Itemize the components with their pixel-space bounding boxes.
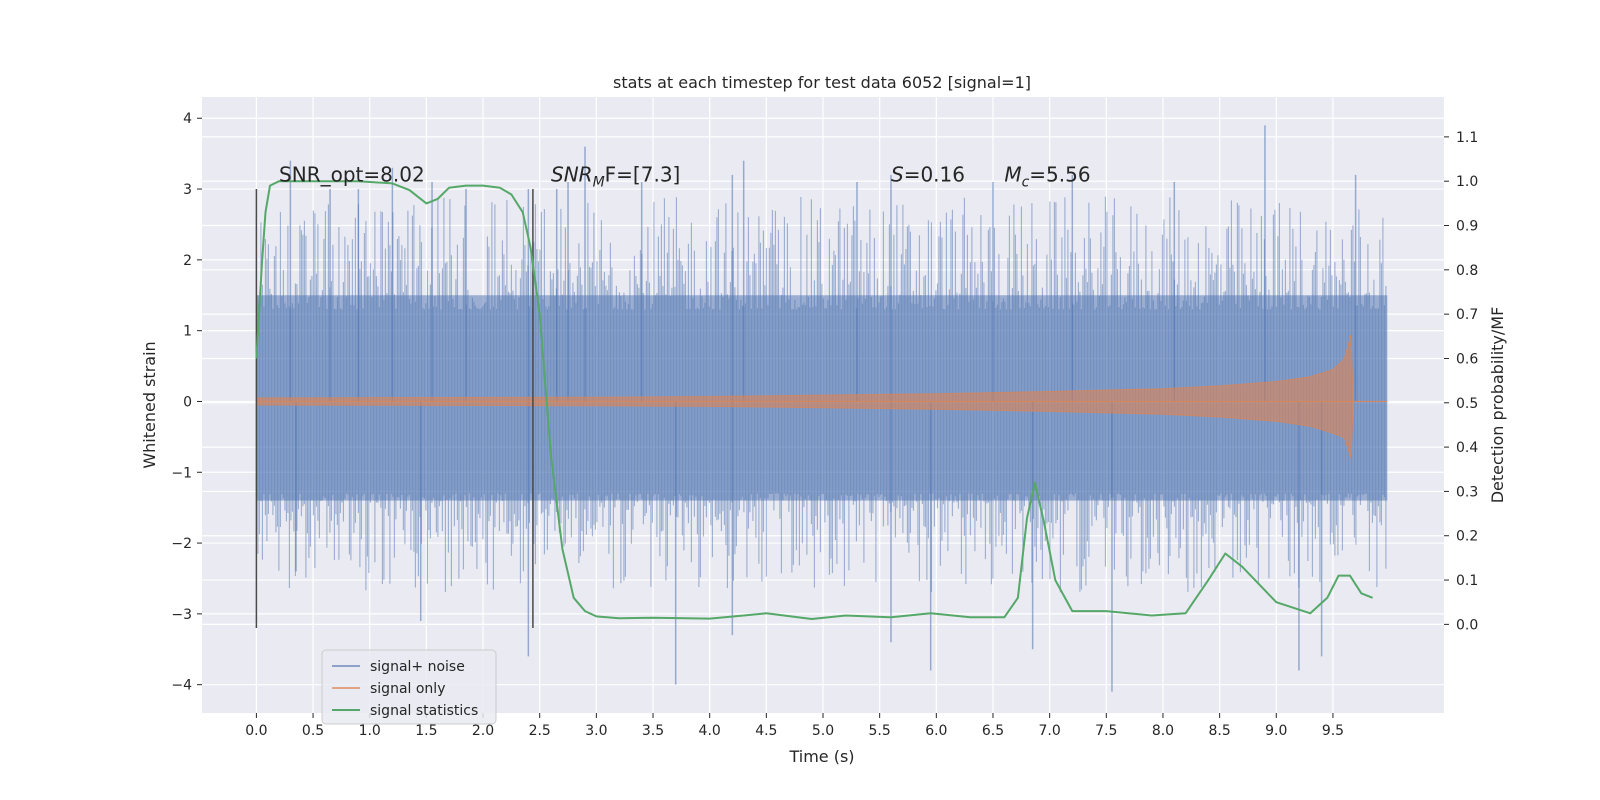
y2-tick-label: 0.3: [1456, 484, 1478, 500]
stats-line: [255, 180, 1373, 620]
x-tick-label: 3.0: [585, 723, 607, 739]
x-tick-label: 5.0: [812, 723, 834, 739]
y-tick-label: 1: [183, 324, 192, 340]
x-tick-label: 7.0: [1039, 723, 1061, 739]
x-tick-label: 3.5: [642, 723, 664, 739]
x-tick-label: 1.5: [415, 723, 437, 739]
annotation-3: S=0.16: [891, 163, 965, 187]
y-tick-label: −1: [171, 465, 192, 481]
y-axis-label: Whitened strain: [140, 341, 159, 468]
y2-tick-label: 0.4: [1456, 440, 1478, 456]
x-tick-label: 8.0: [1152, 723, 1174, 739]
x-tick-label: 9.5: [1322, 723, 1344, 739]
y-tick-label: 3: [183, 182, 192, 198]
y-tick-label: −3: [171, 607, 192, 623]
y-tick-label: 4: [183, 111, 192, 127]
y2-tick-label: 0.9: [1456, 219, 1478, 235]
y-tick-label: 0: [183, 394, 192, 410]
annotation-1: SNR_opt=8.02: [279, 163, 425, 187]
y2-tick-label: 1.1: [1456, 130, 1478, 146]
y2-tick-label: 0.5: [1456, 396, 1478, 412]
x-tick-label: 6.5: [982, 723, 1004, 739]
series-signal-only: [255, 334, 1388, 459]
annotations: SNR_opt=8.02 SNRMF=[7.3] S=0.16 Mc=5.56: [279, 163, 1091, 191]
series-signal-statistics: [255, 180, 1373, 620]
y2-tick-label: 0.7: [1456, 307, 1478, 323]
x-tick-label: 7.5: [1095, 723, 1117, 739]
legend: signal+ noise signal only signal statistic…: [321, 649, 497, 725]
x-tick-label: 8.5: [1208, 723, 1230, 739]
y2-tick-label: 0.6: [1456, 351, 1478, 367]
y-tick-label: −2: [171, 536, 192, 552]
x-tick-label: 2.5: [529, 723, 551, 739]
legend-box: [321, 649, 497, 725]
x-tick-label: 1.0: [359, 723, 381, 739]
y-tick-label: −4: [171, 678, 192, 694]
y-tick-label: 2: [183, 253, 192, 269]
y2-tick-label: 1.0: [1456, 174, 1478, 190]
x-tick-label: 2.0: [472, 723, 494, 739]
y2-tick-label: 0.1: [1456, 573, 1478, 589]
y-axis-right: 0.0 0.1 0.2 0.3 0.4 0.5 0.6 0.7 0.8 0.9 1.0 1.1: [1444, 130, 1478, 633]
y2-tick-label: 0.0: [1456, 617, 1478, 633]
y-axis-left: −4 −3 −2 −1 0 1 2 3 4: [171, 111, 202, 694]
y2-tick-label: 0.2: [1456, 529, 1478, 545]
x-axis: 0.0 0.5 1.0 1.5 2.0 2.5 3.0 3.5 4.0 4.5 5.0 5.5 6.0 6…: [245, 713, 1344, 739]
annotation-4: Mc=5.56: [1004, 163, 1090, 191]
x-axis-label: Time (s): [788, 747, 854, 766]
x-tick-label: 5.5: [869, 723, 891, 739]
legend-label: signal statistics: [370, 703, 478, 719]
legend-label: signal only: [370, 681, 445, 697]
y2-tick-label: 0.8: [1456, 263, 1478, 279]
x-tick-label: 0.5: [302, 723, 324, 739]
x-tick-label: 0.0: [245, 723, 267, 739]
legend-label: signal+ noise: [370, 659, 465, 675]
y2-axis-label: Detection probability/MF: [1488, 307, 1507, 504]
chart-title: stats at each timestep for test data 605…: [613, 73, 1031, 92]
x-tick-label: 9.0: [1265, 723, 1287, 739]
annotation-2: SNRMF=[7.3]: [551, 163, 680, 191]
x-tick-label: 6.0: [925, 723, 947, 739]
x-tick-label: 4.5: [755, 723, 777, 739]
x-tick-label: 4.0: [699, 723, 721, 739]
